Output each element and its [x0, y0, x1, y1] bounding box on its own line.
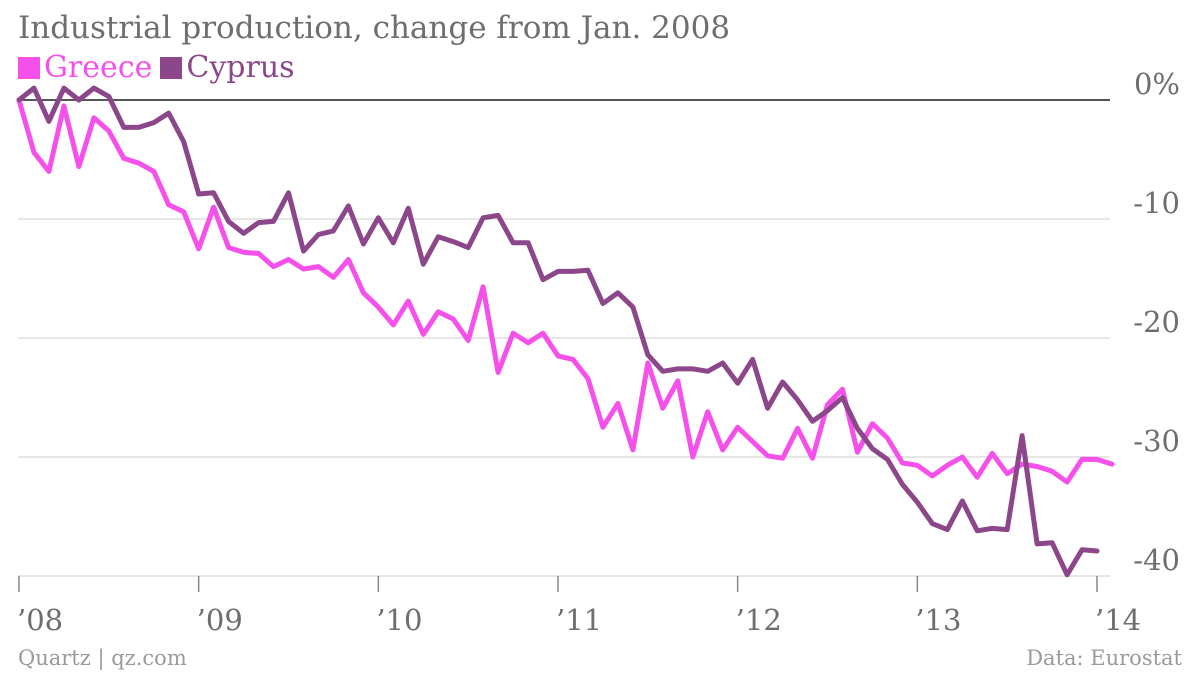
x-tick-label: ’14: [1095, 603, 1141, 637]
x-tick-label: ’09: [197, 603, 243, 637]
data-source: Data: Eurostat: [1026, 646, 1182, 670]
legend-label-cyprus: Cyprus: [186, 50, 295, 85]
legend-label-greece: Greece: [44, 50, 153, 85]
legend-swatch-greece: [18, 56, 40, 79]
y-tick-label: -30: [1133, 424, 1180, 458]
y-tick-label: 0%: [1134, 67, 1180, 101]
legend-entry-cyprus: Cyprus: [160, 50, 295, 85]
legend: Greece Cyprus: [18, 50, 303, 85]
x-tick-label: ’10: [376, 603, 422, 637]
legend-swatch-cyprus: [160, 56, 183, 79]
series-line-greece: [16, 97, 1115, 485]
legend-entry-greece: Greece: [18, 50, 152, 85]
y-tick-label: -20: [1133, 305, 1180, 339]
x-tick-label: ’12: [736, 603, 782, 637]
x-tick-label: ’13: [915, 603, 961, 637]
series-line-cyprus: [16, 85, 1100, 578]
x-tick-label: ’08: [17, 603, 63, 637]
y-tick-label: -10: [1133, 186, 1180, 220]
source-credit: Quartz | qz.com: [18, 646, 187, 670]
x-tick-label: ’11: [556, 603, 602, 637]
y-tick-label: -40: [1133, 543, 1180, 577]
chart-title: Industrial production, change from Jan. …: [18, 10, 731, 46]
